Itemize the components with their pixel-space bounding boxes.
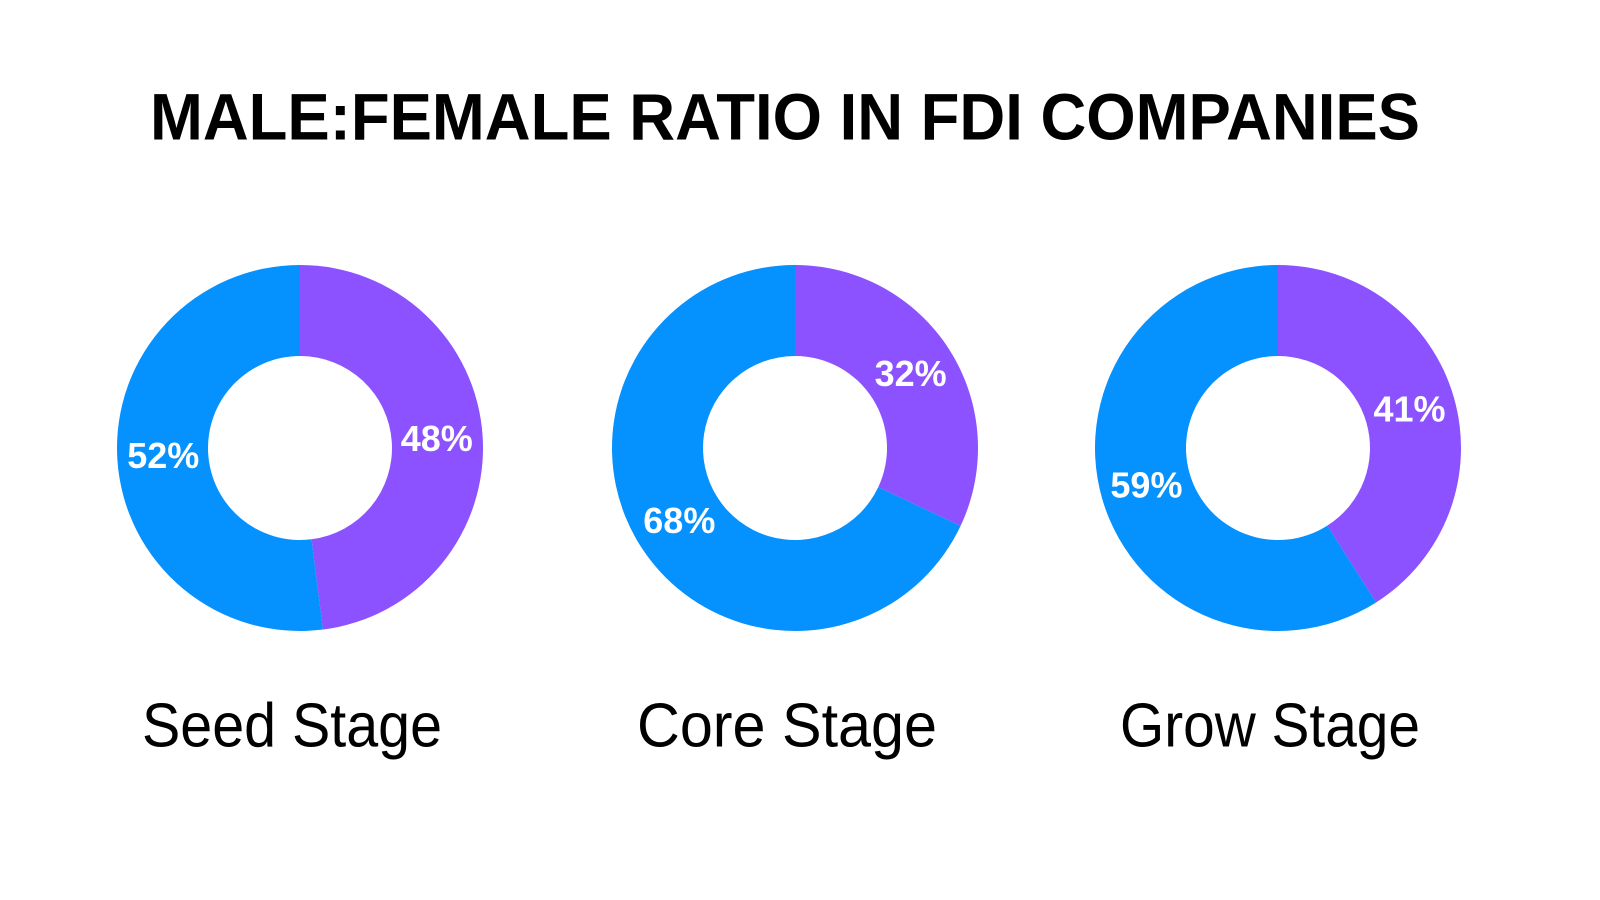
donut-segment: [612, 265, 961, 631]
chart-label: Grow Stage: [1120, 691, 1420, 760]
donut-segment: [300, 265, 484, 630]
donut-segment: [117, 265, 323, 631]
value-label: 52%: [127, 435, 199, 476]
donut-segment: [795, 265, 979, 526]
value-label: 68%: [643, 500, 715, 541]
chart-label: Seed Stage: [142, 691, 442, 760]
chart-label: Core Stage: [637, 691, 937, 760]
donut-segment: [1278, 265, 1461, 603]
donut-segment: [1094, 265, 1377, 631]
value-label: 48%: [401, 418, 473, 459]
value-label: 41%: [1374, 388, 1446, 429]
chart-title: MALE:FEMALE RATIO IN FDI COMPANIES: [150, 79, 1420, 153]
value-label: 32%: [875, 353, 947, 394]
value-label: 59%: [1110, 465, 1182, 506]
